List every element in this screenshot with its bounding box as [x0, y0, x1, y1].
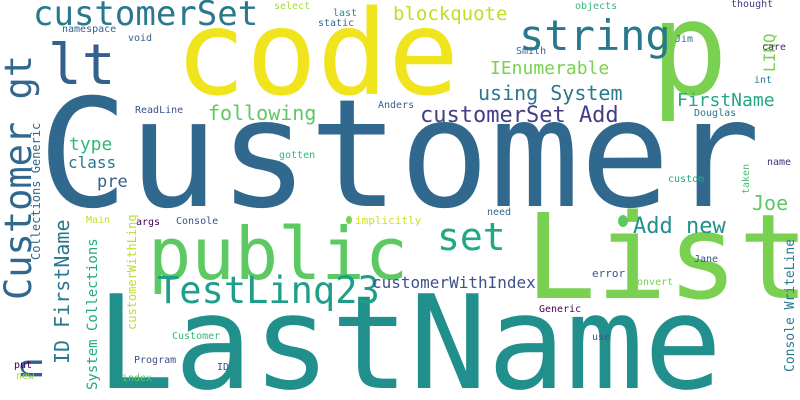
word-jim: Jim	[675, 34, 694, 45]
word-convert: convert	[631, 277, 674, 288]
word-put: put	[14, 360, 33, 371]
word-firstname: FirstName	[677, 90, 775, 111]
word-taken: taken	[741, 163, 752, 194]
word-last: last	[333, 8, 358, 19]
word-set: set	[437, 215, 506, 259]
word-list: List	[525, 188, 800, 326]
word-new: new	[16, 371, 35, 382]
word-need: need	[487, 207, 512, 218]
word-anders: Anders	[378, 100, 415, 111]
word-testlinq23: TestLinq23	[157, 269, 380, 312]
decorative-dot-2	[618, 215, 628, 227]
word-collections-generic: Collections Generic	[29, 122, 43, 260]
word-args: args	[136, 217, 161, 228]
word-custom: custom	[668, 174, 705, 185]
word-lt: lt	[48, 33, 116, 98]
word-generic: Generic	[539, 304, 582, 315]
word-class: class	[68, 153, 117, 172]
word-name: name	[767, 157, 792, 168]
word-p: p	[650, 0, 729, 125]
word-add-new: Add new	[633, 214, 726, 239]
word-readline: ReadLine	[135, 105, 184, 116]
decorative-dot	[346, 216, 352, 224]
word-customerwithindex: customerWithIndex	[372, 273, 536, 292]
decorative-dot-shape-2	[618, 215, 628, 227]
word-ienumerable: IEnumerable	[490, 58, 610, 79]
word-namespace: namespace	[62, 24, 117, 35]
word-public: public	[148, 212, 409, 296]
word-jane: Jane	[694, 254, 719, 265]
word-implicitly: implicitly	[355, 214, 422, 227]
word-id: ID	[217, 362, 230, 373]
word-joe: Joe	[752, 191, 789, 215]
word-care: care	[762, 42, 787, 53]
word-customer: Customer	[38, 68, 761, 242]
word-console-writeline: Console WriteLine	[783, 238, 798, 372]
decorative-dot-shape	[346, 216, 352, 224]
word-smith: Smith	[516, 46, 547, 57]
word-id-firstname: ID FirstName	[50, 219, 74, 365]
word-customer-small: Customer	[172, 331, 221, 342]
word-code: code	[175, 0, 460, 122]
word-thought: thought	[731, 0, 774, 10]
word-following: following	[208, 101, 317, 125]
word-void: void	[128, 33, 153, 44]
word-use: use	[592, 332, 611, 343]
word-pre: pre	[97, 172, 128, 192]
word-system-collections: System Collections	[85, 238, 101, 390]
word-customerset: customerSet	[33, 0, 259, 34]
word-lastname: LastName	[96, 267, 723, 400]
word-type: type	[69, 134, 113, 155]
word-error: error	[592, 267, 626, 280]
word-blockquote: blockquote	[393, 3, 508, 25]
word-string: string	[519, 11, 671, 60]
word-gotten: gotten	[279, 150, 316, 161]
word-customerset-add: customerSet Add	[420, 103, 619, 128]
word-program: Program	[134, 355, 177, 366]
word-objects: objects	[575, 1, 618, 12]
word-index: index	[122, 373, 153, 384]
word-static: static	[318, 18, 355, 29]
word-using-system: using System	[478, 81, 623, 105]
word-select: select	[274, 1, 311, 12]
word-int: int	[754, 75, 773, 86]
word-console: Console	[176, 216, 219, 227]
word-customerwithlinq: customerWithLinq	[125, 214, 139, 330]
word-main: Main	[86, 215, 111, 226]
word-douglas: Douglas	[694, 108, 737, 119]
